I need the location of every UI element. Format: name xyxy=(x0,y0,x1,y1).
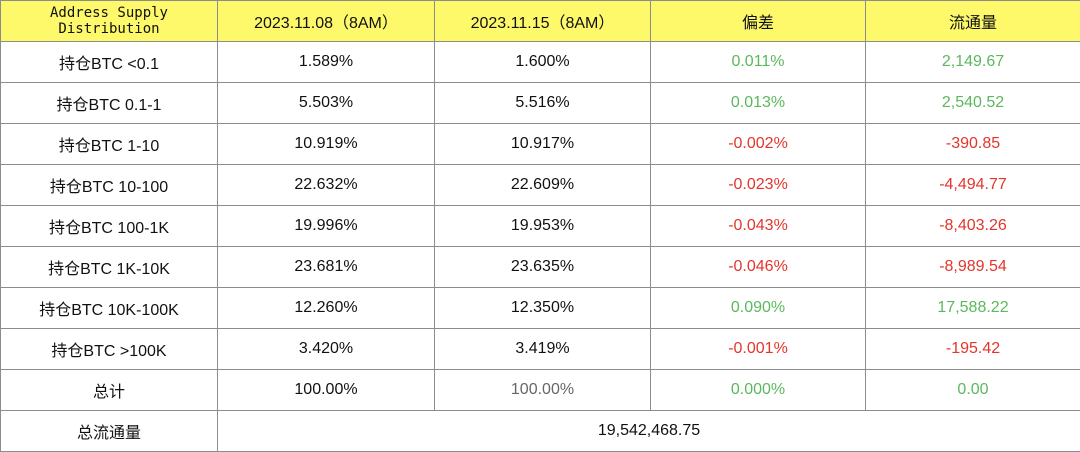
row-label: 持仓BTC <0.1 xyxy=(1,42,218,83)
cell-deviation: -0.001% xyxy=(651,329,866,370)
total-label: 总计 xyxy=(1,370,218,411)
cell-circulation: -4,494.77 xyxy=(866,165,1080,206)
cell-deviation: 0.013% xyxy=(651,83,866,124)
cell-date-2: 22.609% xyxy=(435,165,651,206)
total-date-1: 100.00% xyxy=(218,370,435,411)
header-line-1: Address Supply xyxy=(50,5,168,21)
cell-date-2: 1.600% xyxy=(435,42,651,83)
cell-date-1: 19.996% xyxy=(218,206,435,247)
table-row: 持仓BTC 1-10 10.919% 10.917% -0.002% -390.… xyxy=(1,124,1080,165)
cell-date-1: 3.420% xyxy=(218,329,435,370)
row-label: 持仓BTC >100K xyxy=(1,329,218,370)
cell-circulation: -390.85 xyxy=(866,124,1080,165)
total-flow-row: 总流通量 19,542,468.75 xyxy=(1,411,1080,452)
table-row: 持仓BTC 0.1-1 5.503% 5.516% 0.013% 2,540.5… xyxy=(1,83,1080,124)
table-row: 持仓BTC 10K-100K 12.260% 12.350% 0.090% 17… xyxy=(1,288,1080,329)
total-deviation: 0.000% xyxy=(651,370,866,411)
table-row: 持仓BTC >100K 3.420% 3.419% -0.001% -195.4… xyxy=(1,329,1080,370)
header-line-2: Distribution xyxy=(58,21,159,37)
table-row: 持仓BTC 100-1K 19.996% 19.953% -0.043% -8,… xyxy=(1,206,1080,247)
cell-date-2: 3.419% xyxy=(435,329,651,370)
cell-circulation: 2,540.52 xyxy=(866,83,1080,124)
row-label: 持仓BTC 1K-10K xyxy=(1,247,218,288)
cell-deviation: 0.011% xyxy=(651,42,866,83)
cell-deviation: -0.046% xyxy=(651,247,866,288)
header-date-2: 2023.11.15（8AM） xyxy=(435,1,651,42)
cell-date-1: 12.260% xyxy=(218,288,435,329)
row-label: 持仓BTC 0.1-1 xyxy=(1,83,218,124)
table-row: 持仓BTC 10-100 22.632% 22.609% -0.023% -4,… xyxy=(1,165,1080,206)
cell-circulation: 17,588.22 xyxy=(866,288,1080,329)
cell-date-1: 22.632% xyxy=(218,165,435,206)
cell-deviation: -0.043% xyxy=(651,206,866,247)
total-row: 总计 100.00% 100.00% 0.000% 0.00 xyxy=(1,370,1080,411)
row-label: 持仓BTC 1-10 xyxy=(1,124,218,165)
total-flow-label: 总流通量 xyxy=(1,411,218,452)
row-label: 持仓BTC 10K-100K xyxy=(1,288,218,329)
cell-date-1: 10.919% xyxy=(218,124,435,165)
cell-date-2: 5.516% xyxy=(435,83,651,124)
cell-circulation: 2,149.67 xyxy=(866,42,1080,83)
row-label: 持仓BTC 100-1K xyxy=(1,206,218,247)
cell-date-2: 10.917% xyxy=(435,124,651,165)
cell-deviation: -0.023% xyxy=(651,165,866,206)
total-flow-value: 19,542,468.75 xyxy=(218,411,1080,452)
row-label: 持仓BTC 10-100 xyxy=(1,165,218,206)
table-row: 持仓BTC 1K-10K 23.681% 23.635% -0.046% -8,… xyxy=(1,247,1080,288)
cell-date-1: 23.681% xyxy=(218,247,435,288)
cell-date-2: 19.953% xyxy=(435,206,651,247)
cell-circulation: -8,403.26 xyxy=(866,206,1080,247)
cell-date-2: 23.635% xyxy=(435,247,651,288)
header-circulation: 流通量 xyxy=(866,1,1080,42)
cell-circulation: -195.42 xyxy=(866,329,1080,370)
cell-deviation: -0.002% xyxy=(651,124,866,165)
cell-date-2: 12.350% xyxy=(435,288,651,329)
cell-date-1: 1.589% xyxy=(218,42,435,83)
cell-circulation: -8,989.54 xyxy=(866,247,1080,288)
header-date-1: 2023.11.08（8AM） xyxy=(218,1,435,42)
total-circulation: 0.00 xyxy=(866,370,1080,411)
cell-date-1: 5.503% xyxy=(218,83,435,124)
total-date-2: 100.00% xyxy=(435,370,651,411)
cell-deviation: 0.090% xyxy=(651,288,866,329)
table-row: 持仓BTC <0.1 1.589% 1.600% 0.011% 2,149.67 xyxy=(1,42,1080,83)
header-deviation: 偏差 xyxy=(651,1,866,42)
